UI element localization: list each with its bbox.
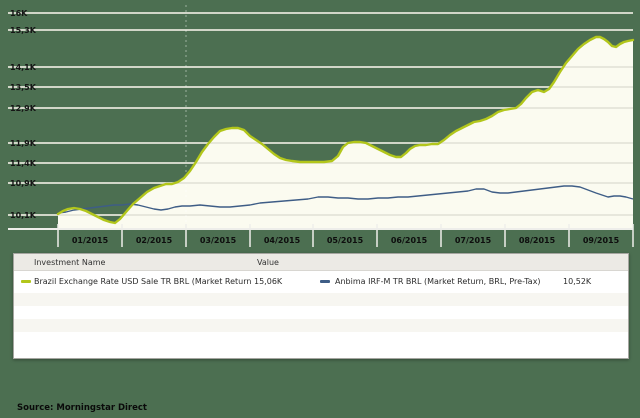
svg-text:13,5K: 13,5K — [10, 83, 37, 92]
x-axis-labels: 01/2015 02/2015 03/2015 04/2015 05/2015 06/20… — [72, 236, 620, 245]
series-name-anbima: Anbima IRF-M TR BRL (Market Return, BRL,… — [335, 277, 541, 286]
svg-text:04/2015: 04/2015 — [264, 236, 301, 245]
svg-text:08/2015: 08/2015 — [519, 236, 556, 245]
svg-text:14,1K: 14,1K — [10, 63, 37, 72]
series-marker-anbima-icon — [320, 280, 330, 283]
svg-text:15,3K: 15,3K — [10, 26, 37, 35]
svg-text:07/2015: 07/2015 — [455, 236, 492, 245]
svg-text:03/2015: 03/2015 — [200, 236, 237, 245]
column-header-value: Value — [257, 258, 279, 267]
chart-area-fill — [58, 37, 633, 229]
svg-text:05/2015: 05/2015 — [327, 236, 364, 245]
chart-x-axis — [8, 224, 634, 247]
svg-text:11,9K: 11,9K — [10, 139, 37, 148]
column-header-investment-name: Investment Name — [34, 258, 106, 267]
legend-row: Brazil Exchange Rate USD Sale TR BRL (Ma… — [14, 271, 628, 292]
legend-table-header: Investment Name Value — [14, 254, 628, 271]
series-marker-brazil-icon — [21, 280, 31, 283]
source-note: Source: Morningstar Direct — [17, 403, 147, 413]
svg-text:10,9K: 10,9K — [10, 179, 37, 188]
svg-text:06/2015: 06/2015 — [391, 236, 428, 245]
legend-table: Investment Name Value Brazil Exchange Ra… — [13, 253, 629, 359]
svg-text:16K: 16K — [10, 9, 28, 18]
chart-series-lines — [56, 35, 635, 225]
investment-growth-chart: 16K 15,3K 14,1K 13,5K 12,9K 11,9K 11,4K 10,9K 10… — [8, 5, 635, 247]
svg-text:01/2015: 01/2015 — [72, 236, 109, 245]
series-name-brazil: Brazil Exchange Rate USD Sale TR BRL (Ma… — [34, 277, 252, 286]
svg-text:11,4K: 11,4K — [10, 159, 37, 168]
svg-text:09/2015: 09/2015 — [583, 236, 620, 245]
y-axis-labels: 16K 15,3K 14,1K 13,5K 12,9K 11,9K 11,4K 10,9K 10… — [10, 9, 37, 220]
svg-text:02/2015: 02/2015 — [136, 236, 173, 245]
svg-text:10,1K: 10,1K — [10, 211, 37, 220]
series-value-anbima: 10,52K — [563, 277, 592, 286]
svg-text:12,9K: 12,9K — [10, 104, 37, 113]
series-value-brazil: 15,06K — [254, 277, 283, 286]
table-row-stripe — [14, 319, 628, 332]
chart-gridlines — [8, 5, 633, 228]
table-row-stripe — [14, 293, 628, 306]
